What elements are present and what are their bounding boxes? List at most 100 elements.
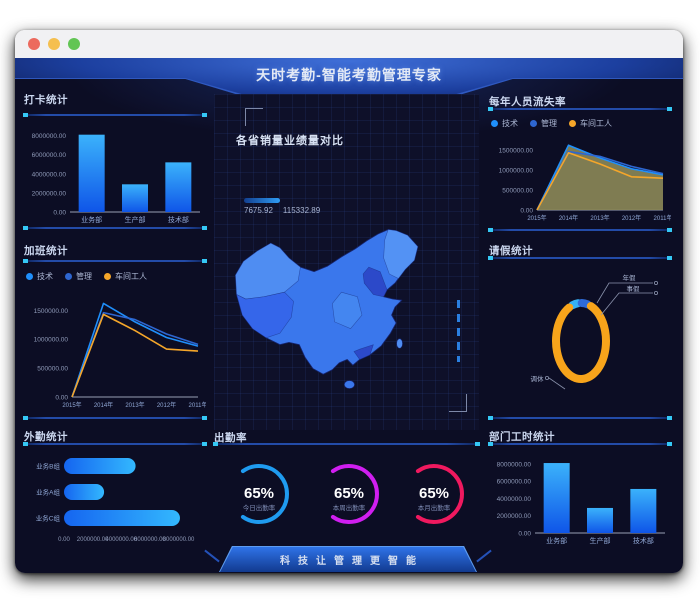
map-hainan xyxy=(344,380,355,389)
divider xyxy=(488,107,672,111)
gauge-arc xyxy=(240,464,289,524)
divider xyxy=(23,259,207,263)
svg-text:8000000.00: 8000000.00 xyxy=(497,461,532,468)
bar xyxy=(543,463,570,533)
panel-title: 加班统计 xyxy=(24,245,68,257)
gauge-svg: 65%本周出勤率 xyxy=(330,464,379,524)
map-region xyxy=(353,344,374,360)
divider xyxy=(488,256,672,260)
map-legend-max: 115332.89 xyxy=(282,206,321,215)
fieldwork-hbar-chart: 业务B组 业务A组 业务C组 0.00 2000000.00 4000000.00 6000… xyxy=(24,449,206,543)
legend-item-worker[interactable]: 车间工人 xyxy=(104,271,147,282)
chart-svg: 0.00 2000000.00 4000000.00 6000000.00 800000… xyxy=(32,133,200,224)
svg-text:事假: 事假 xyxy=(627,284,641,293)
legend-dot xyxy=(26,273,33,280)
maximize-button[interactable] xyxy=(68,38,80,50)
svg-text:技术部: 技术部 xyxy=(168,215,189,224)
gauge-month-attendance: 65% 本月出勤率 xyxy=(392,452,476,536)
legend-dot xyxy=(104,273,111,280)
legend-item-tech[interactable]: 技术 xyxy=(26,271,53,282)
svg-text:1000000.00: 1000000.00 xyxy=(34,337,69,344)
divider xyxy=(23,226,207,230)
svg-text:年假: 年假 xyxy=(623,273,637,282)
svg-text:1000000.00: 1000000.00 xyxy=(499,168,534,175)
map-legend-gradient xyxy=(244,198,280,203)
donut-segment xyxy=(568,299,583,310)
chart-svg: 0.00 500000.00 1000000.00 1500000.00 2015年 20… xyxy=(499,144,672,222)
china-map-svg xyxy=(235,229,419,389)
svg-text:2000000.00: 2000000.00 xyxy=(497,513,532,520)
divider xyxy=(488,442,672,446)
bar xyxy=(630,488,657,533)
legend-dot xyxy=(530,120,537,127)
app-title: 天时考勤-智能考勤管理专家 xyxy=(256,67,442,83)
bar xyxy=(78,134,105,212)
svg-text:业务部: 业务部 xyxy=(546,536,567,545)
svg-text:0.00: 0.00 xyxy=(55,395,68,402)
app-window: 天时考勤-智能考勤管理专家 打卡统计 0.00 2000000.00 4000000… xyxy=(15,30,683,573)
svg-text:2012年: 2012年 xyxy=(622,214,641,222)
divider xyxy=(213,442,480,446)
dashboard: 天时考勤-智能考勤管理专家 打卡统计 0.00 2000000.00 4000000… xyxy=(15,58,683,573)
turnover-legend: 技术 管理 车间工人 xyxy=(491,118,612,129)
bar xyxy=(64,510,180,526)
legend-item-mgmt[interactable]: 管理 xyxy=(530,118,557,129)
panel-leave-stats: 请假统计 年假 事假 调休 xyxy=(488,228,672,417)
panel-fieldwork-stats: 外勤统计 业务B组 业务A组 业务C组 0.00 2000000.00 4000000.0… xyxy=(23,416,207,547)
close-button[interactable] xyxy=(28,38,40,50)
divider xyxy=(23,416,207,420)
bar xyxy=(64,484,105,500)
footer-banner: 科技让管理更智能 xyxy=(220,547,476,572)
svg-text:0.00: 0.00 xyxy=(520,208,533,215)
donut-segment xyxy=(577,299,592,309)
legend-dot xyxy=(65,273,72,280)
svg-text:2000000.00: 2000000.00 xyxy=(32,190,67,197)
map-legend-min: 7675.92 xyxy=(244,206,273,215)
svg-text:4000000.00: 4000000.00 xyxy=(105,537,137,543)
svg-text:本周出勤率: 本周出勤率 xyxy=(333,503,366,512)
svg-text:2012年: 2012年 xyxy=(157,401,176,409)
gauge-arc xyxy=(415,464,464,524)
series-line xyxy=(71,311,199,398)
svg-text:500000.00: 500000.00 xyxy=(37,366,68,373)
overtime-line-chart: 0.00 500000.00 1000000.00 1500000.00 2015年 20… xyxy=(24,287,207,409)
gauge-svg: 65%本月出勤率 xyxy=(415,464,464,524)
legend-label: 技术 xyxy=(37,272,53,281)
gauge-svg: 65%今日出勤率 xyxy=(240,464,289,524)
series-line xyxy=(71,313,199,398)
svg-text:业务A组: 业务A组 xyxy=(36,488,60,497)
minimize-button[interactable] xyxy=(48,38,60,50)
legend-item-tech[interactable]: 技术 xyxy=(491,118,518,129)
svg-text:500000.00: 500000.00 xyxy=(502,188,533,195)
legend-dot xyxy=(491,120,498,127)
donut-segment xyxy=(552,302,610,383)
footer-wing-left xyxy=(204,549,220,563)
divider xyxy=(488,228,672,232)
svg-text:技术部: 技术部 xyxy=(633,536,654,545)
divider xyxy=(23,442,207,446)
corner-bracket-icon xyxy=(245,108,263,126)
chart-svg: 0.00 2000000.00 4000000.00 6000000.00 800000… xyxy=(497,461,665,545)
svg-text:今日出勤率: 今日出勤率 xyxy=(243,503,276,512)
series-line xyxy=(536,144,664,211)
bar xyxy=(122,184,148,212)
svg-text:业务C组: 业务C组 xyxy=(36,514,61,523)
bar xyxy=(64,458,136,474)
footer-wing-right xyxy=(476,549,492,563)
svg-text:1500000.00: 1500000.00 xyxy=(34,308,69,315)
legend-item-mgmt[interactable]: 管理 xyxy=(65,271,92,282)
legend-label: 管理 xyxy=(76,272,92,281)
svg-text:0.00: 0.00 xyxy=(518,531,531,538)
divider xyxy=(23,113,207,117)
svg-text:2000000.00: 2000000.00 xyxy=(77,537,109,543)
legend-item-worker[interactable]: 车间工人 xyxy=(569,118,612,129)
svg-text:2013年: 2013年 xyxy=(590,214,609,222)
panel-title: 打卡统计 xyxy=(24,94,68,106)
map-region xyxy=(383,229,419,279)
svg-text:65%: 65% xyxy=(244,485,274,502)
panel-dept-hours: 部门工时统计 0.00 2000000.00 4000000.00 6000000.0… xyxy=(488,416,672,547)
leave-donut-chart: 年假 事假 调休 xyxy=(489,263,671,415)
